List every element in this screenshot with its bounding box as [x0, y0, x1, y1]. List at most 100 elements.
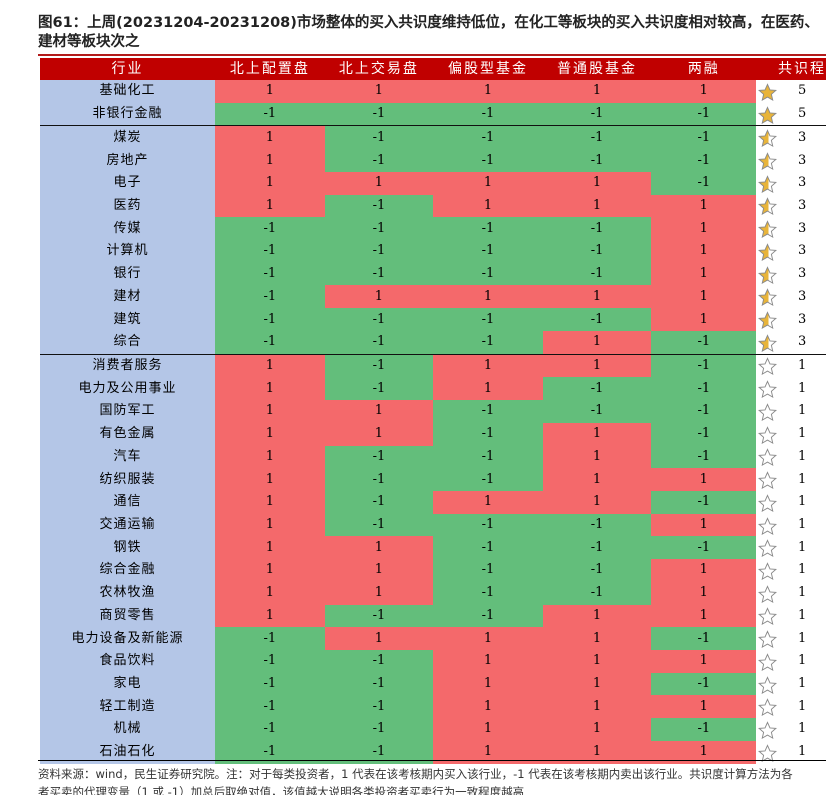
value-cell: 1: [433, 80, 543, 103]
value-cell: -1: [215, 672, 325, 696]
value-cell: 1: [542, 672, 652, 696]
consensus-score: 1: [778, 649, 826, 673]
value-cell: 1: [324, 559, 434, 582]
value-cell: 1: [542, 194, 652, 218]
industry-cell: 煤炭: [40, 125, 216, 150]
value-cell: -1: [651, 353, 757, 378]
industry-cell: 基础化工: [40, 80, 216, 103]
value-cell: -1: [651, 672, 757, 696]
value-cell: -1: [433, 536, 543, 560]
header-margin: 两融: [651, 58, 757, 80]
figure-title: 图61：上周(20231204-20231208)市场整体的买入共识度维持低位，…: [38, 15, 819, 50]
industry-cell: 商贸零售: [40, 604, 216, 628]
table-row: 机械 -1 -1 1 1 -1 1: [40, 718, 826, 741]
consensus-score: 1: [778, 353, 826, 378]
value-cell: 1: [324, 536, 434, 560]
header-equity-biased-fund: 偏股型基金: [433, 58, 543, 80]
star-icon: [756, 672, 779, 696]
value-cell: -1: [433, 400, 543, 423]
value-cell: -1: [542, 149, 652, 172]
consensus-score: 1: [778, 627, 826, 650]
industry-cell: 传媒: [40, 217, 216, 241]
star-icon: [756, 627, 779, 650]
value-cell: 1: [324, 422, 434, 446]
table-row: 非银行金融 -1 -1 -1 -1 -1 5: [40, 102, 826, 126]
value-cell: 1: [542, 740, 652, 764]
value-cell: -1: [433, 559, 543, 582]
value-cell: -1: [324, 377, 434, 401]
value-cell: -1: [324, 445, 434, 469]
star-icon: [756, 353, 779, 378]
value-cell: 1: [542, 490, 652, 514]
industry-cell: 石油石化: [40, 740, 216, 764]
industry-cell: 农林牧渔: [40, 581, 216, 605]
star-icon: [756, 513, 779, 537]
header-row: 行业 北上配置盘 北上交易盘 偏股型基金 普通股基金 两融 共识程: [40, 58, 826, 80]
value-cell: -1: [433, 217, 543, 241]
value-cell: -1: [324, 102, 434, 126]
consensus-score: 1: [778, 422, 826, 446]
value-cell: -1: [433, 102, 543, 126]
value-cell: 1: [215, 422, 325, 446]
value-cell: 1: [542, 468, 652, 491]
value-cell: -1: [324, 740, 434, 764]
value-cell: -1: [433, 262, 543, 286]
star-icon: [756, 422, 779, 446]
value-cell: 1: [542, 695, 652, 719]
consensus-score: 1: [778, 400, 826, 423]
header-industry: 行业: [40, 58, 216, 80]
table-row: 医药 1 -1 1 1 1 3: [40, 194, 826, 218]
table-row: 农林牧渔 1 1 -1 -1 1 1: [40, 581, 826, 605]
value-cell: -1: [324, 240, 434, 263]
value-cell: -1: [651, 149, 757, 172]
value-cell: -1: [542, 559, 652, 582]
consensus-score: 3: [778, 262, 826, 286]
star-icon: [756, 400, 779, 423]
industry-cell: 交通运输: [40, 513, 216, 537]
star-icon: [756, 581, 779, 605]
value-cell: -1: [542, 262, 652, 286]
value-cell: 1: [651, 649, 757, 673]
value-cell: -1: [651, 536, 757, 560]
value-cell: 1: [542, 285, 652, 309]
star-icon: [756, 468, 779, 491]
value-cell: 1: [542, 80, 652, 103]
table-row: 轻工制造 -1 -1 1 1 1 1: [40, 695, 826, 719]
value-cell: -1: [651, 445, 757, 469]
value-cell: -1: [433, 308, 543, 331]
consensus-score: 1: [778, 490, 826, 514]
value-cell: -1: [324, 718, 434, 741]
value-cell: 1: [433, 649, 543, 673]
value-cell: -1: [324, 672, 434, 696]
value-cell: -1: [542, 308, 652, 331]
consensus-score: 1: [778, 718, 826, 741]
value-cell: 1: [215, 513, 325, 537]
table-row: 交通运输 1 -1 -1 -1 1 1: [40, 513, 826, 537]
value-cell: -1: [215, 649, 325, 673]
value-cell: -1: [215, 102, 325, 126]
value-cell: 1: [542, 718, 652, 741]
star-icon: [756, 718, 779, 741]
value-cell: -1: [542, 240, 652, 263]
value-cell: 1: [433, 490, 543, 514]
value-cell: 1: [324, 627, 434, 650]
value-cell: -1: [215, 308, 325, 331]
value-cell: 1: [542, 604, 652, 628]
value-cell: 1: [215, 604, 325, 628]
value-cell: -1: [651, 125, 757, 150]
value-cell: 1: [215, 194, 325, 218]
industry-cell: 非银行金融: [40, 102, 216, 126]
value-cell: -1: [433, 581, 543, 605]
table-row: 传媒 -1 -1 -1 -1 1 3: [40, 217, 826, 241]
star-icon: [756, 445, 779, 469]
star-icon: [756, 194, 779, 218]
header-north-trading: 北上交易盘: [324, 58, 434, 80]
table-row: 电力设备及新能源 -1 1 1 1 -1 1: [40, 627, 826, 650]
value-cell: -1: [542, 377, 652, 401]
value-cell: 1: [651, 240, 757, 263]
table-row: 纺织服装 1 -1 -1 1 1 1: [40, 468, 826, 491]
table-row: 综合 -1 -1 -1 1 -1 3: [40, 330, 826, 355]
industry-cell: 通信: [40, 490, 216, 514]
table-row: 银行 -1 -1 -1 -1 1 3: [40, 262, 826, 286]
consensus-score: 3: [778, 240, 826, 263]
